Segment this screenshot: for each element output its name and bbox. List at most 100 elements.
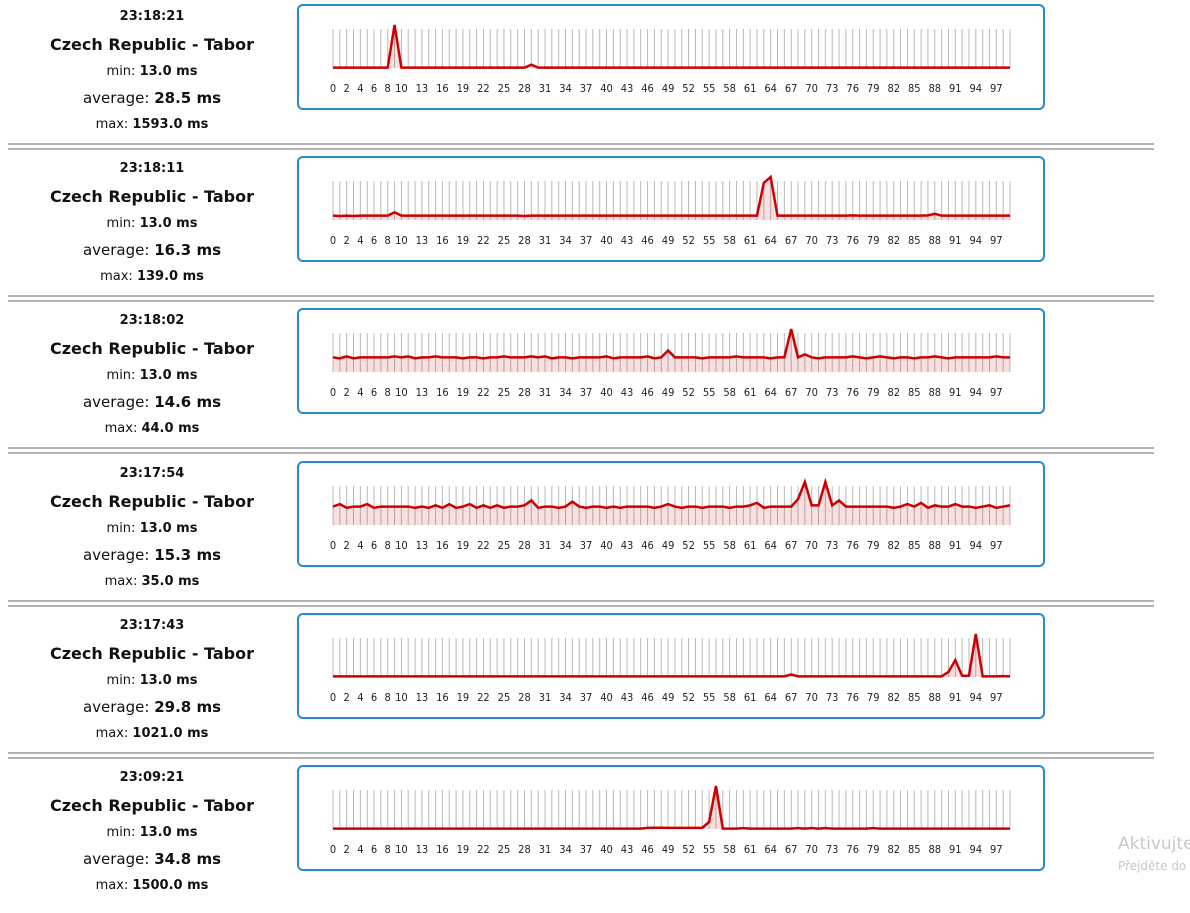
time: 23:17:43 — [119, 617, 185, 633]
x-tick-label: 13 — [416, 386, 429, 399]
chart-panel: 0 2 4 6 8 10 13 16 19 22 25 28 31 34 37 40 43 46 49 52 55 58 6… — [297, 156, 1045, 263]
x-tick-label: 37 — [580, 386, 593, 399]
location: Czech Republic - Tabor — [49, 643, 255, 663]
x-tick-label: 52 — [682, 234, 695, 247]
x-tick-label: 70 — [805, 691, 818, 704]
x-tick-label: 55 — [703, 82, 716, 95]
x-tick-label: 10 — [395, 539, 408, 552]
x-tick-label: 31 — [539, 234, 552, 247]
average-label: average: — [82, 393, 150, 412]
x-tick-label: 70 — [805, 386, 818, 399]
x-tick-label: 85 — [908, 234, 921, 247]
x-tick-label: 25 — [498, 691, 511, 704]
x-tick-label: 46 — [641, 234, 654, 247]
x-tick-label: 82 — [887, 539, 900, 552]
min-value: 13.0 ms — [139, 216, 198, 232]
min-label: min: — [106, 520, 136, 536]
x-tick-label: 28 — [518, 234, 531, 247]
min-stat: min: 13.0 ms — [2, 521, 302, 536]
x-tick-label: 82 — [887, 691, 900, 704]
x-tick-label: 4 — [357, 82, 363, 95]
x-tick-label: 79 — [867, 234, 880, 247]
x-tick-label: 70 — [805, 843, 818, 856]
x-tick-label: 34 — [559, 82, 572, 95]
x-tick-label: 4 — [357, 539, 363, 552]
x-tick-label: 67 — [785, 234, 798, 247]
x-tick-label: 37 — [580, 539, 593, 552]
min-value: 13.0 ms — [139, 825, 198, 840]
chart-panel: 0 2 4 6 8 10 13 16 19 22 25 28 31 34 37 40 43 46 49 52 55 58 6… — [297, 460, 1045, 567]
max-value: 1500.0 ms — [132, 878, 209, 893]
x-tick-label: 0 — [330, 691, 336, 704]
average-label: average: — [82, 89, 150, 107]
x-tick-label: 88 — [928, 539, 941, 552]
separator — [8, 295, 1154, 298]
x-tick-label: 0 — [330, 82, 336, 95]
sparkline: 0 2 4 6 8 10 13 16 19 22 25 28 31 34 37 40 43 46 49 52 55 58 6… — [330, 174, 1011, 247]
area-fill — [333, 25, 1010, 68]
x-tick-label: 43 — [621, 386, 634, 399]
result-row: 23:17:43 Czech Republic - Tabor min: 13.0 … — [0, 609, 1160, 761]
x-tick-label: 73 — [826, 539, 839, 552]
max-label: max: — [95, 878, 129, 893]
x-tick-label: 19 — [457, 234, 470, 247]
chart-panel: 0 2 4 6 8 10 13 16 19 22 25 28 31 34 37 40 43 46 49 52 55 58 6… — [297, 612, 1045, 719]
x-tick-label: 61 — [744, 539, 757, 552]
x-tick-label: 88 — [928, 691, 941, 704]
x-tick-label: 25 — [498, 386, 511, 399]
x-tick-label: 91 — [949, 843, 962, 856]
min-label: min: — [106, 672, 136, 688]
average-value: 14.6 ms — [154, 393, 222, 412]
x-tick-label: 64 — [764, 234, 777, 247]
average-value: 15.3 ms — [154, 545, 222, 564]
x-tick-label: 8 — [385, 691, 391, 704]
x-tick-label: 40 — [600, 539, 613, 552]
x-tick-label: 16 — [436, 386, 449, 399]
x-tick-label: 58 — [723, 386, 736, 399]
max-label: max: — [95, 117, 129, 132]
watermark-text: Přejděte do — [1118, 859, 1187, 873]
x-tick-label: 28 — [518, 843, 531, 856]
average-label: average: — [82, 241, 150, 260]
x-tick-label: 76 — [846, 82, 859, 95]
average-label: average: — [82, 545, 150, 564]
x-tick-label: 16 — [436, 234, 449, 247]
x-tick-label: 31 — [539, 539, 552, 552]
x-tick-label: 8 — [385, 386, 391, 399]
x-tick-label: 91 — [949, 539, 962, 552]
min-stat: min: 13.0 ms — [2, 673, 302, 688]
x-tick-label: 79 — [867, 691, 880, 704]
x-tick-label: 46 — [641, 386, 654, 399]
max-stat: max: 1500.0 ms — [2, 878, 302, 893]
x-tick-label: 94 — [970, 843, 983, 856]
average-stat: average: 15.3 ms — [2, 546, 302, 564]
x-tick-label: 97 — [990, 234, 1003, 247]
sparkline: 0 2 4 6 8 10 13 16 19 22 25 28 31 34 37 40 43 46 49 52 55 58 6… — [330, 24, 1011, 95]
x-tick-label: 25 — [498, 82, 511, 95]
x-tick-label: 2 — [344, 82, 350, 95]
x-tick-label: 43 — [621, 82, 634, 95]
x-tick-label: 64 — [764, 82, 777, 95]
x-tick-label: 76 — [846, 539, 859, 552]
max-stat: max: 35.0 ms — [2, 574, 302, 589]
x-tick-label: 46 — [641, 691, 654, 704]
x-tick-label: 34 — [559, 234, 572, 247]
min-value: 13.0 ms — [139, 368, 198, 384]
x-tick-label: 61 — [744, 82, 757, 95]
x-tick-label: 70 — [805, 234, 818, 247]
separator — [8, 751, 1154, 754]
x-tick-label: 46 — [641, 539, 654, 552]
x-tick-label: 22 — [477, 539, 490, 552]
x-tick-label: 0 — [330, 386, 336, 399]
x-tick-label: 40 — [600, 691, 613, 704]
sparkline: 0 2 4 6 8 10 13 16 19 22 25 28 31 34 37 40 43 46 49 52 55 58 6… — [330, 477, 1011, 552]
x-tick-label: 70 — [805, 82, 818, 95]
x-tick-label: 34 — [559, 386, 572, 399]
x-tick-label: 85 — [908, 82, 921, 95]
x-tick-label: 55 — [703, 386, 716, 399]
separator — [8, 452, 1154, 455]
x-tick-label: 25 — [498, 843, 511, 856]
max-label: max: — [104, 573, 138, 589]
x-tick-label: 73 — [826, 82, 839, 95]
x-tick-label: 64 — [764, 539, 777, 552]
